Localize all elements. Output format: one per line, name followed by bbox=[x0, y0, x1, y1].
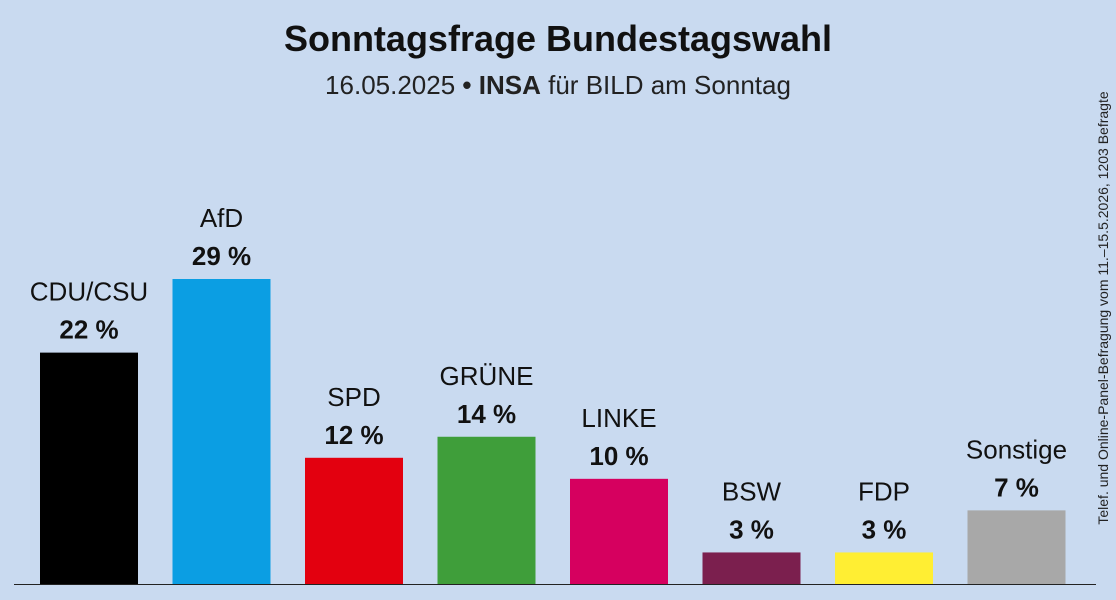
category-label-linke: LINKE bbox=[581, 403, 656, 433]
bar-sonstige bbox=[967, 510, 1066, 584]
bar-gr-ne bbox=[437, 436, 536, 584]
value-label-gr-ne: 14 % bbox=[457, 399, 516, 429]
category-label-gr-ne: GRÜNE bbox=[440, 361, 534, 391]
category-label-bsw: BSW bbox=[722, 476, 782, 506]
category-label-cdu-csu: CDU/CSU bbox=[30, 277, 148, 307]
subtitle-separator: • bbox=[462, 70, 472, 100]
chart-subtitle: 16.05.2025 • INSA für BILD am Sonntag bbox=[0, 70, 1116, 101]
bar-bsw bbox=[702, 552, 801, 584]
category-label-spd: SPD bbox=[327, 382, 380, 412]
bar-linke bbox=[570, 478, 668, 584]
category-label-fdp: FDP bbox=[858, 476, 910, 506]
value-label-fdp: 3 % bbox=[862, 514, 907, 544]
category-label-sonstige: Sonstige bbox=[966, 434, 1067, 464]
poll-institute: INSA bbox=[478, 70, 541, 100]
value-label-afd: 29 % bbox=[192, 241, 251, 271]
bar-afd bbox=[172, 279, 271, 584]
value-label-spd: 12 % bbox=[324, 420, 383, 450]
bar-cdu-csu bbox=[40, 352, 138, 584]
bar-fdp bbox=[835, 552, 933, 584]
value-label-bsw: 3 % bbox=[729, 514, 774, 544]
chart-title: Sonntagsfrage Bundestagswahl bbox=[283, 18, 833, 59]
poll-client: für BILD am Sonntag bbox=[548, 70, 791, 100]
value-label-cdu-csu: 22 % bbox=[59, 315, 118, 345]
bar-spd bbox=[305, 457, 403, 584]
value-label-sonstige: 7 % bbox=[994, 472, 1039, 502]
value-label-linke: 10 % bbox=[589, 441, 648, 471]
category-label-afd: AfD bbox=[200, 203, 243, 233]
poll-date: 16.05.2025 bbox=[325, 70, 456, 100]
